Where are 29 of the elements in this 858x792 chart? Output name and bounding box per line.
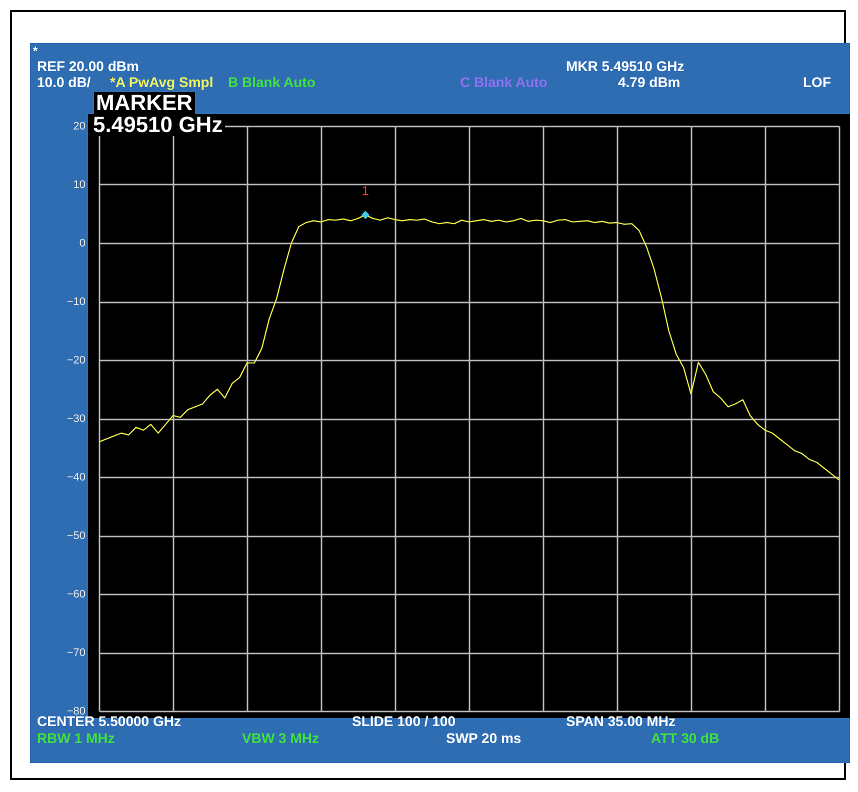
annotation: 5.49510 GHz <box>91 112 225 137</box>
text: ATT 30 dB <box>651 730 720 746</box>
text: SWP 20 ms <box>446 730 522 746</box>
text: *A PwAvg Smpl <box>110 74 214 90</box>
text: SPAN 35.00 MHz <box>566 713 676 729</box>
y-tick-label: −80 <box>66 706 86 718</box>
y-tick-label: −30 <box>66 413 86 425</box>
annotation: 1 <box>362 182 370 198</box>
text: MARKER <box>94 90 195 115</box>
text: LOF <box>803 74 831 90</box>
y-tick-label: −20 <box>66 354 86 366</box>
text: SLIDE 100 / 100 <box>352 713 456 729</box>
y-tick-label: −70 <box>66 647 86 659</box>
text: 4.79 dBm <box>618 74 680 90</box>
y-tick-label: −50 <box>66 530 86 542</box>
text: MKR 5.49510 GHz <box>566 58 684 74</box>
text: REF 20.00 dBm <box>37 58 139 74</box>
y-tick-label: −40 <box>66 472 86 484</box>
text: VBW 3 MHz <box>242 730 319 746</box>
y-tick-label: 20 <box>73 120 86 132</box>
text: B Blank Auto <box>228 74 316 90</box>
y-tick-label: −10 <box>66 296 86 308</box>
text: * <box>33 44 38 58</box>
text: 10.0 dB/ <box>37 74 91 90</box>
y-tick-label: 0 <box>79 238 86 250</box>
text: RBW 1 MHz <box>37 730 115 746</box>
y-tick-label: −60 <box>66 588 86 600</box>
text: C Blank Auto <box>460 74 548 90</box>
y-tick-label: 10 <box>73 179 86 191</box>
